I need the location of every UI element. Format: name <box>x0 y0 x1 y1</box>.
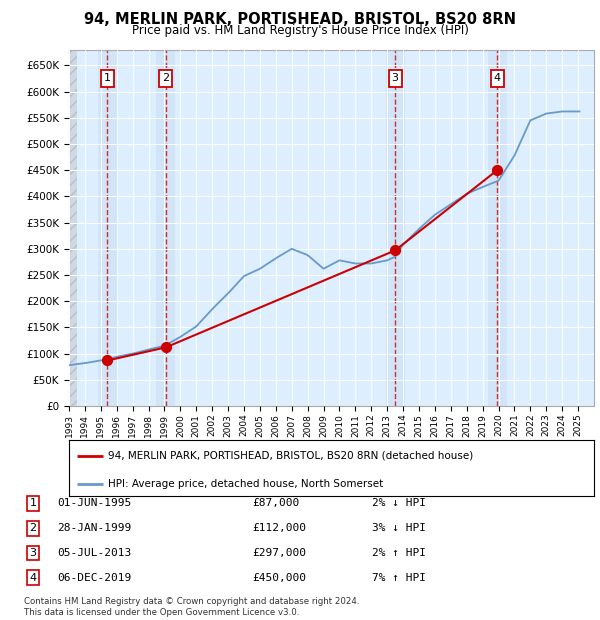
Point <box>103 355 112 365</box>
Bar <box>156 50 175 406</box>
Text: 4: 4 <box>29 573 37 583</box>
Text: 2: 2 <box>29 523 37 533</box>
Text: 1: 1 <box>29 498 37 508</box>
Text: 94, MERLIN PARK, PORTISHEAD, BRISTOL, BS20 8RN (detached house): 94, MERLIN PARK, PORTISHEAD, BRISTOL, BS… <box>109 451 473 461</box>
Text: 06-DEC-2019: 06-DEC-2019 <box>57 573 131 583</box>
Bar <box>98 50 117 406</box>
Text: 2% ↑ HPI: 2% ↑ HPI <box>372 548 426 558</box>
Text: 05-JUL-2013: 05-JUL-2013 <box>57 548 131 558</box>
Text: £297,000: £297,000 <box>252 548 306 558</box>
Bar <box>488 50 507 406</box>
Text: £87,000: £87,000 <box>252 498 299 508</box>
Text: 3: 3 <box>392 73 398 84</box>
Text: Price paid vs. HM Land Registry's House Price Index (HPI): Price paid vs. HM Land Registry's House … <box>131 24 469 37</box>
Text: 01-JUN-1995: 01-JUN-1995 <box>57 498 131 508</box>
Bar <box>69 50 77 406</box>
Text: 94, MERLIN PARK, PORTISHEAD, BRISTOL, BS20 8RN: 94, MERLIN PARK, PORTISHEAD, BRISTOL, BS… <box>84 12 516 27</box>
Text: 1: 1 <box>104 73 111 84</box>
Text: £450,000: £450,000 <box>252 573 306 583</box>
Point <box>161 342 170 352</box>
Text: HPI: Average price, detached house, North Somerset: HPI: Average price, detached house, Nort… <box>109 479 383 489</box>
Text: 2% ↓ HPI: 2% ↓ HPI <box>372 498 426 508</box>
Text: 28-JAN-1999: 28-JAN-1999 <box>57 523 131 533</box>
Text: 2: 2 <box>162 73 169 84</box>
Text: £112,000: £112,000 <box>252 523 306 533</box>
Text: 7% ↑ HPI: 7% ↑ HPI <box>372 573 426 583</box>
Bar <box>386 50 404 406</box>
Text: 4: 4 <box>494 73 501 84</box>
Text: 3: 3 <box>29 548 37 558</box>
Text: Contains HM Land Registry data © Crown copyright and database right 2024.
This d: Contains HM Land Registry data © Crown c… <box>24 598 359 617</box>
Point <box>391 246 400 255</box>
Point <box>493 165 502 175</box>
Text: 3% ↓ HPI: 3% ↓ HPI <box>372 523 426 533</box>
